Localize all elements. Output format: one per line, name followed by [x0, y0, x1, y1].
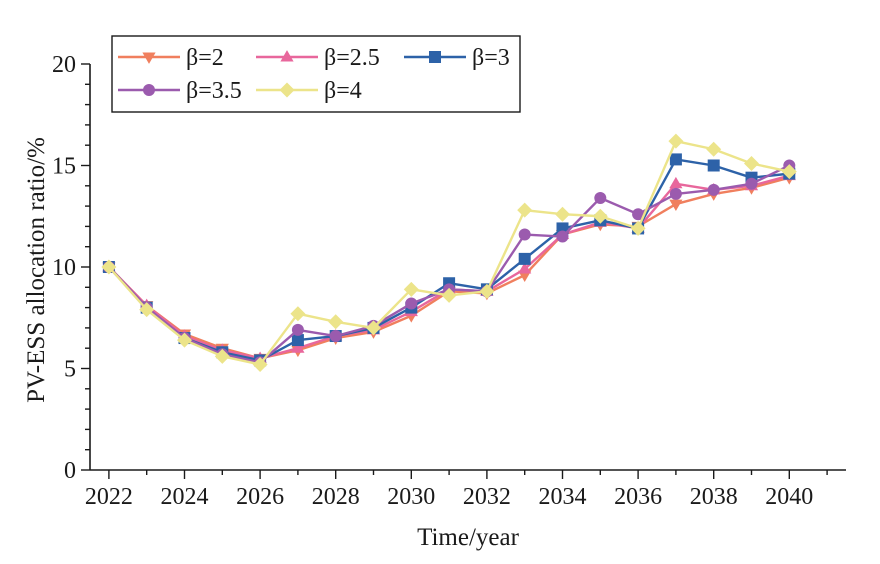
- legend-entry: β=3: [404, 45, 510, 71]
- series-line: [108, 158, 790, 362]
- x-tick-label: 2030: [387, 484, 435, 510]
- legend-label: β=3.5: [186, 78, 242, 104]
- data-point: [405, 297, 418, 310]
- data-point: [139, 302, 155, 318]
- data-point: [556, 230, 569, 243]
- x-tick-label: 2038: [690, 484, 738, 510]
- y-axis-title: PV-ESS allocation ratio/%: [23, 137, 50, 403]
- data-point: [669, 199, 683, 211]
- data-point: [669, 187, 682, 200]
- series-4: [102, 159, 796, 369]
- data-point: [177, 332, 192, 348]
- data-point: [214, 348, 230, 364]
- x-tick-label: 2032: [463, 484, 511, 510]
- legend-marker: [429, 51, 441, 63]
- data-point: [707, 159, 720, 172]
- legend-label: β=3: [472, 45, 510, 71]
- series-line: [108, 174, 790, 360]
- legend: β=2 β=2.5 β=3 β=3.5 β=4: [111, 35, 521, 113]
- series-layer: [101, 133, 797, 372]
- legend-label: β=2: [186, 45, 224, 71]
- x-tick-label: 2028: [312, 484, 360, 510]
- series-1: [102, 173, 796, 366]
- data-point: [291, 334, 304, 347]
- data-point: [592, 208, 608, 224]
- data-point: [744, 155, 759, 171]
- legend-label: β=2.5: [324, 45, 380, 71]
- series-line: [108, 139, 790, 366]
- x-ticks: 2022 2024 2026 2028 2030 2032 2034 2036 2038 2040: [85, 470, 828, 510]
- x-tick-label: 2034: [539, 484, 587, 510]
- series-5: [101, 133, 797, 372]
- series-line: [108, 176, 790, 360]
- x-tick-label: 2026: [236, 484, 284, 510]
- data-point: [403, 281, 419, 297]
- legend-box: [111, 35, 521, 113]
- x-axis-title: Time/year: [417, 524, 520, 551]
- axes: [89, 64, 846, 471]
- data-point: [441, 287, 457, 303]
- legend-marker: [279, 82, 295, 98]
- data-point: [745, 177, 758, 190]
- legend-marker: [280, 50, 294, 62]
- data-point: [366, 320, 381, 336]
- data-point: [707, 183, 720, 196]
- data-point: [518, 228, 531, 241]
- x-tick-label: 2024: [161, 484, 209, 510]
- legend-marker: [142, 52, 156, 64]
- x-tick-label: 2036: [614, 484, 662, 510]
- data-point: [329, 330, 342, 343]
- data-point: [518, 262, 532, 274]
- y-tick-label: 5: [64, 357, 76, 383]
- legend-marker: [143, 84, 155, 96]
- legend-entry: β=4: [256, 78, 362, 104]
- y-ticks: 0 5 10 15 20: [52, 52, 90, 484]
- data-point: [517, 202, 533, 218]
- x-tick-label: 2022: [85, 484, 133, 510]
- y-tick-label: 20: [52, 52, 76, 78]
- x-tick-label: 2040: [765, 484, 813, 510]
- legend-entry: β=2.5: [256, 45, 380, 71]
- data-point: [594, 191, 607, 204]
- data-point: [479, 283, 495, 299]
- data-point: [668, 133, 684, 149]
- data-point: [518, 252, 531, 265]
- data-point: [328, 314, 344, 330]
- series-2: [102, 168, 796, 363]
- data-point: [290, 306, 306, 322]
- series-line: [108, 164, 790, 364]
- y-tick-label: 15: [52, 154, 76, 180]
- data-point: [101, 259, 117, 275]
- legend-entry: β=3.5: [118, 78, 242, 104]
- data-point: [291, 341, 305, 353]
- data-point: [252, 356, 268, 372]
- y-tick-label: 0: [64, 458, 76, 484]
- y-tick-label: 10: [52, 255, 76, 281]
- data-point: [291, 323, 304, 336]
- data-point: [706, 141, 722, 157]
- data-point: [781, 164, 797, 180]
- data-point: [669, 153, 682, 166]
- data-point: [632, 208, 645, 221]
- data-point: [669, 176, 683, 189]
- data-point: [630, 220, 646, 236]
- legend-label: β=4: [324, 78, 362, 104]
- data-point: [555, 206, 570, 222]
- legend-entry: β=2: [118, 45, 224, 71]
